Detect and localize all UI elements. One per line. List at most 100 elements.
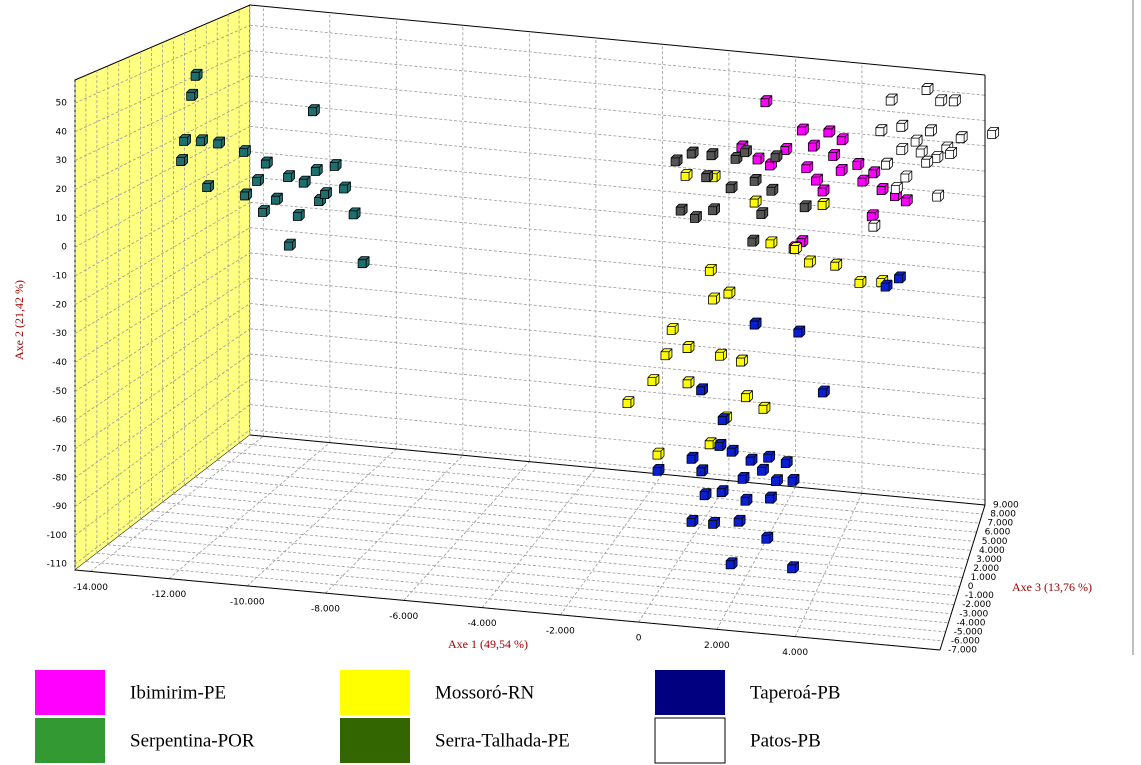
legend: Ibimirim-PE Mossoró-RN Taperoá-PB Serpentin… <box>35 670 840 764</box>
back-grid-line <box>249 50 986 121</box>
point <box>852 158 865 170</box>
point <box>238 145 251 157</box>
z-tick-label: 3.000 <box>976 555 1002 565</box>
legend-swatch <box>340 670 410 715</box>
point <box>880 157 893 170</box>
point <box>682 341 695 353</box>
x-tick-label: -6.000 <box>389 612 418 622</box>
point <box>780 456 793 469</box>
back-grid-line <box>249 378 986 450</box>
point <box>817 385 830 398</box>
floor-grid-line <box>246 448 397 587</box>
point <box>885 93 898 106</box>
wall-grid-line <box>74 328 251 450</box>
point <box>796 123 809 136</box>
point <box>680 168 693 181</box>
point <box>828 149 841 161</box>
point <box>701 170 714 183</box>
point <box>945 147 958 159</box>
point <box>307 104 320 117</box>
point <box>807 139 820 152</box>
point <box>733 514 746 527</box>
point <box>745 453 758 466</box>
x-tick-label: 4.000 <box>782 648 808 658</box>
y-tick-label: -60 <box>52 416 67 426</box>
point <box>787 473 800 486</box>
floor-grid-line <box>118 535 952 615</box>
point <box>931 150 944 163</box>
legend-label: Mossoró-RN <box>435 682 535 703</box>
x-tick-label: -4.000 <box>468 619 497 629</box>
point <box>725 181 738 194</box>
point <box>935 94 948 107</box>
point <box>799 200 812 213</box>
legend-label: Serra-Talhada-PE <box>435 730 570 751</box>
y-tick-label: 0 <box>61 243 67 253</box>
floor-grid-line <box>228 451 980 524</box>
point <box>760 95 773 108</box>
point <box>717 413 730 426</box>
z-tick-label: -6.000 <box>951 636 980 646</box>
point <box>765 236 778 249</box>
point <box>757 463 769 476</box>
wall-grid-line <box>74 379 251 507</box>
z-tick-label: 1.000 <box>971 573 997 583</box>
point <box>670 154 683 167</box>
z-tick-label: -5.000 <box>954 627 983 637</box>
y-axis-title: Axe 2 (21,42 %) <box>12 280 26 360</box>
point <box>835 163 848 176</box>
point <box>647 374 660 387</box>
point <box>758 401 771 414</box>
z-tick-label: -2.000 <box>962 600 991 610</box>
point <box>726 444 739 457</box>
point <box>780 143 793 155</box>
z-tick-label: -7.000 <box>948 646 977 656</box>
floor-grid-line <box>481 467 597 608</box>
point <box>652 463 665 476</box>
wall-grid-line <box>74 75 251 162</box>
floor-grid-line <box>239 443 983 515</box>
y-tick-label: -50 <box>52 387 67 397</box>
x-tick-label: -8.000 <box>311 605 340 615</box>
point <box>811 173 823 186</box>
z-tick-label: 8.000 <box>990 510 1016 520</box>
point <box>987 127 1000 139</box>
floor-grid-line <box>107 544 949 624</box>
floor-grid-line <box>140 518 957 597</box>
x-tick-label: -12.000 <box>152 590 187 600</box>
point <box>706 148 719 161</box>
point <box>876 183 889 195</box>
y-tick-label: -20 <box>52 300 67 310</box>
y-tick-label: -100 <box>47 531 68 541</box>
point <box>329 159 342 171</box>
y-tick-label: -70 <box>52 444 67 454</box>
point <box>190 68 203 81</box>
point <box>652 447 665 460</box>
point <box>948 94 961 107</box>
point <box>715 348 727 361</box>
z-tick-label: 9.000 <box>993 501 1019 511</box>
floor-grid-line <box>173 493 966 569</box>
point <box>896 119 909 132</box>
point <box>686 451 699 464</box>
point <box>699 488 712 501</box>
point <box>830 258 843 271</box>
floor-grid-line <box>151 510 960 587</box>
back-grid-line <box>249 303 986 374</box>
point <box>868 219 881 232</box>
y-tick-label: -110 <box>47 560 68 570</box>
floor-grid-line <box>638 480 730 623</box>
axis-edge <box>939 504 986 651</box>
point <box>857 174 870 187</box>
point <box>196 134 208 147</box>
back-grid-line <box>249 429 986 501</box>
z-tick-label: 0 <box>968 582 974 592</box>
point <box>292 209 305 221</box>
wall-grid-line <box>74 126 251 219</box>
point <box>749 173 762 186</box>
point <box>866 209 879 222</box>
point <box>921 83 934 95</box>
point <box>925 124 937 137</box>
point <box>690 211 702 223</box>
